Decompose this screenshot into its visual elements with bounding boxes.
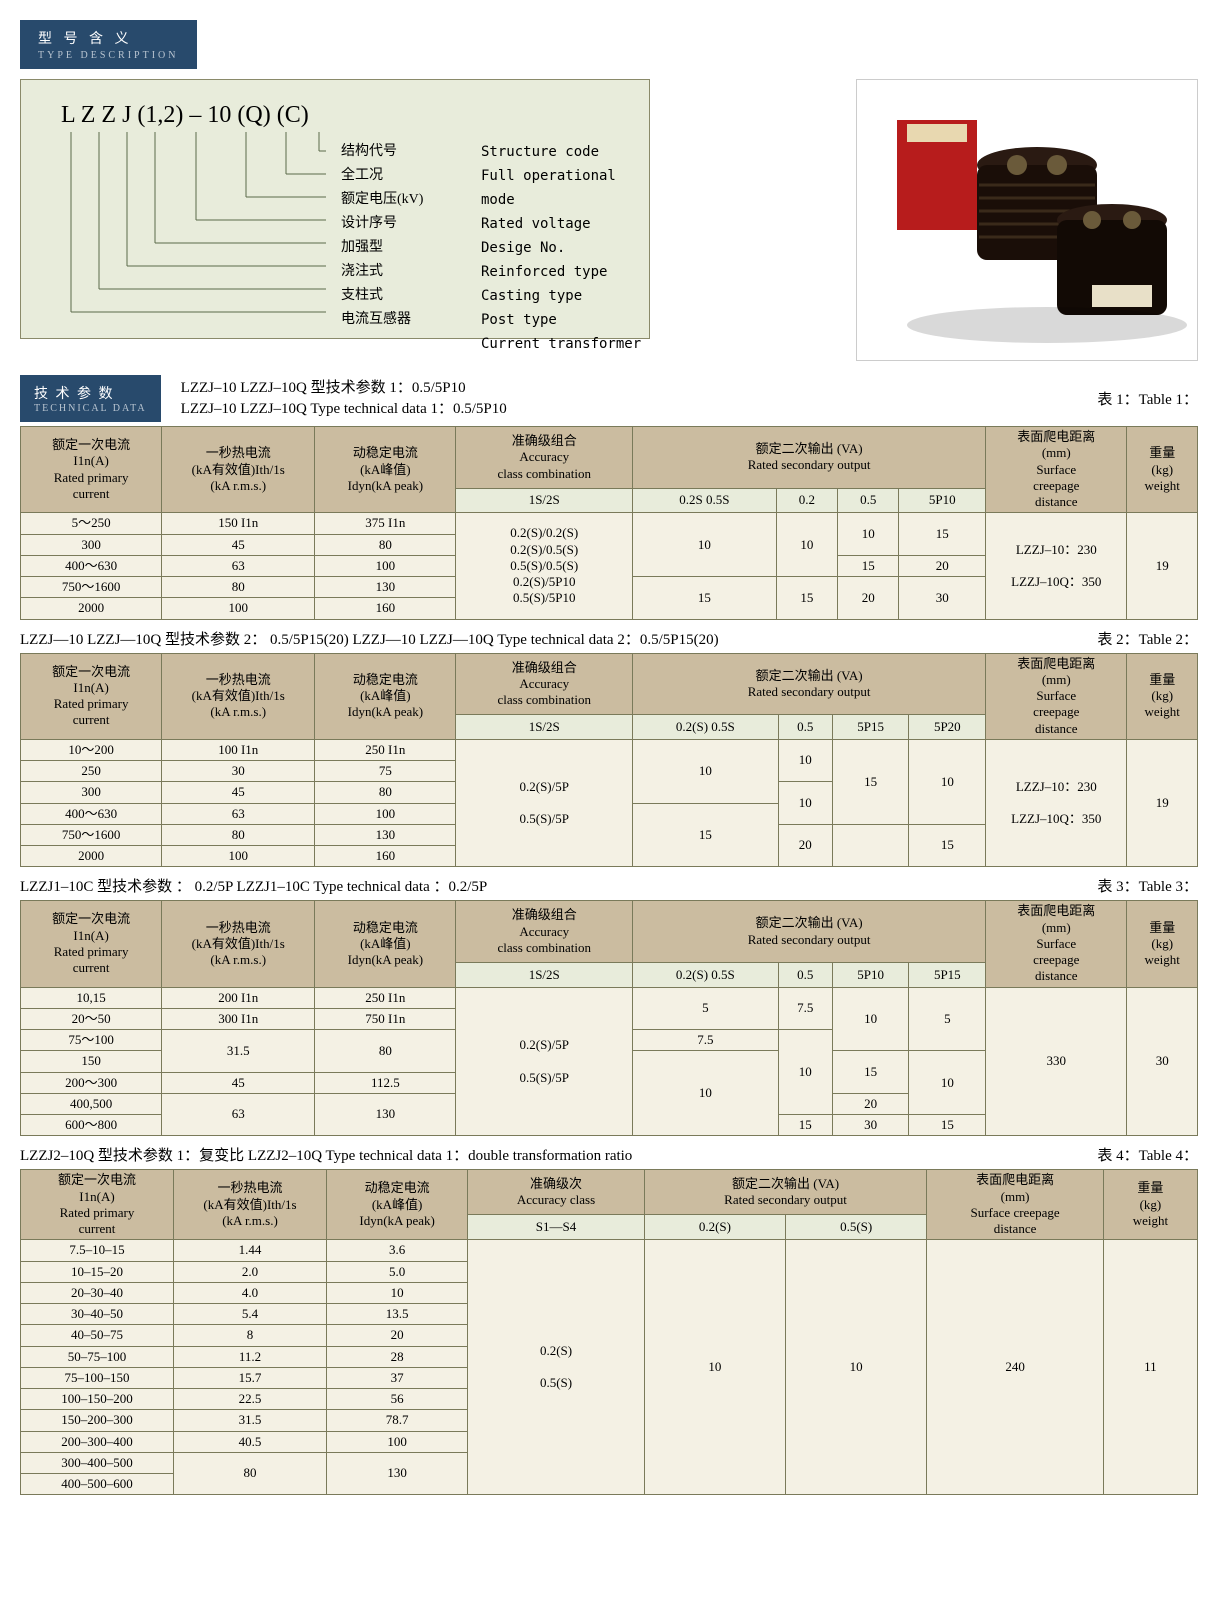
table4: 额定一次电流I1n(A)Rated primarycurrent一秒热电流(kA… (20, 1169, 1198, 1495)
table3: 额定一次电流I1n(A)Rated primarycurrent一秒热电流(kA… (20, 900, 1198, 1136)
table3-caption: LZZJ1–10C 型技术参数 ： 0.2/5P LZZJ1–10C Type … (20, 875, 487, 896)
model-string: L Z Z J (1,2) – 10 (Q) (C) (61, 102, 309, 129)
table4-label: 表 4：Table 4： (1097, 1144, 1198, 1165)
table1-label: 表 1：Table 1： (1097, 388, 1198, 409)
type-labels-en: Structure code Full operational mode Rat… (481, 140, 649, 356)
table3-label: 表 3：Table 3： (1097, 875, 1198, 896)
table4-caption: LZZJ2–10Q 型技术参数 1：复变比 LZZJ2–10Q Type tec… (20, 1144, 632, 1165)
type-labels-cn: 结构代号 全工况 额定电压(kV) 设计序号 加强型 浇注式 支柱式 电流互感器 (341, 140, 423, 332)
table2-caption: LZZJ—10 LZZJ—10Q 型技术参数 2： 0.5/5P15(20) L… (20, 628, 719, 649)
table2-label: 表 2：Table 2： (1097, 628, 1198, 649)
type-description-box: L Z Z J (1,2) – 10 (Q) (C) 结构代号 全 (20, 79, 650, 339)
type-desc-header: 型 号 含 义 TYPE DESCRIPTION (20, 20, 197, 69)
tech-data-header: 技 术 参 数 TECHNICAL DATA (20, 375, 161, 422)
product-photo (856, 79, 1198, 361)
table2: 额定一次电流I1n(A)Rated primarycurrent一秒热电流(kA… (20, 653, 1198, 868)
table1-caption: LZZJ–10 LZZJ–10Q 型技术参数 1：0.5/5P10 LZZJ–1… (181, 378, 507, 420)
table1: 额定一次电流I1n(A)Rated primarycurrent一秒热电流(kA… (20, 426, 1198, 620)
